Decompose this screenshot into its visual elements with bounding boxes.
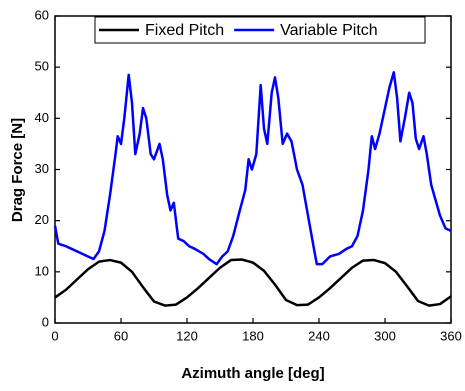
y-tick-label: 20 — [35, 212, 49, 227]
y-tick-label: 40 — [35, 110, 49, 125]
y-tick-label: 50 — [35, 59, 49, 74]
series-line — [53, 71, 452, 266]
x-tick-label: 180 — [242, 328, 264, 343]
x-tick-label: 120 — [176, 328, 198, 343]
series-line — [54, 258, 452, 307]
y-axis-label: Drag Force [N] — [9, 118, 26, 222]
y-tick-label: 30 — [35, 161, 49, 176]
y-tick-label: 10 — [35, 263, 49, 278]
x-tick-label: 300 — [374, 328, 396, 343]
legend-label: Fixed Pitch — [145, 22, 224, 39]
x-tick-label: 240 — [308, 328, 330, 343]
x-axis-label: Azimuth angle [deg] — [181, 365, 324, 382]
x-tick-label: 0 — [51, 328, 58, 343]
x-tick-label: 360 — [440, 328, 462, 343]
y-tick-label: 0 — [42, 314, 49, 329]
legend-label: Variable Pitch — [280, 22, 378, 39]
x-tick-label: 60 — [114, 328, 128, 343]
y-tick-label: 60 — [35, 7, 49, 22]
